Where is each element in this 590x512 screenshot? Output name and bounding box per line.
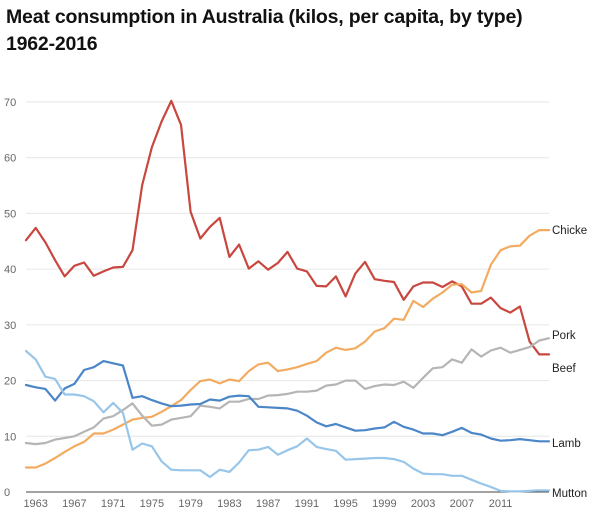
x-tick-label-1971: 1971 (101, 498, 125, 510)
y-tick-label-0: 0 (4, 487, 10, 499)
x-tick-label-1979: 1979 (178, 498, 202, 510)
y-axis-ticks: 0 10 20 30 40 50 60 70 (4, 97, 16, 499)
chart-title-line-2: 1962-2016 (6, 33, 98, 55)
y-tick-label-60: 60 (4, 153, 16, 165)
x-tick-label-1995: 1995 (333, 498, 357, 510)
x-tick-label-1999: 1999 (372, 498, 396, 510)
series-line-chicken (24, 229, 551, 469)
y-tick-label-10: 10 (4, 431, 16, 443)
x-tick-label-2007: 2007 (450, 498, 474, 510)
chart-title: Meat consumption in Australia (kilos, pe… (6, 4, 590, 58)
series-line-mutton (24, 349, 551, 493)
series-label-pork: Pork (552, 330, 576, 342)
x-tick-label-1967: 1967 (62, 498, 86, 510)
series-line-pork (24, 337, 551, 446)
x-tick-label-1983: 1983 (217, 498, 241, 510)
y-tick-label-20: 20 (4, 376, 16, 388)
series-line-beef (24, 99, 551, 356)
y-tick-label-50: 50 (4, 208, 16, 220)
series-label-lamb: Lamb (552, 438, 581, 450)
x-tick-label-1987: 1987 (256, 498, 280, 510)
chart-title-line-1: Meat consumption in Australia (kilos, pe… (6, 6, 523, 28)
series-labels: Chicke Pork Beef Lamb Mutton (552, 225, 587, 500)
x-tick-label-1975: 1975 (140, 498, 164, 510)
x-tick-label-2011: 2011 (489, 498, 513, 510)
y-tick-label-30: 30 (4, 320, 16, 332)
gridlines (26, 101, 549, 437)
y-tick-label-40: 40 (4, 264, 16, 276)
series-lines (24, 99, 551, 493)
series-label-mutton: Mutton (552, 488, 587, 500)
series-label-chicken: Chicke (552, 225, 587, 237)
x-tick-label-2003: 2003 (411, 498, 435, 510)
y-tick-label-70: 70 (4, 97, 16, 109)
x-tick-label-1963: 1963 (23, 498, 47, 510)
x-axis-ticks: 1963 1967 1971 1975 1979 1983 1987 1991 1995 1999… (23, 498, 512, 510)
series-line-lamb (24, 360, 551, 443)
series-label-beef: Beef (552, 363, 576, 375)
x-tick-label-1991: 1991 (295, 498, 319, 510)
